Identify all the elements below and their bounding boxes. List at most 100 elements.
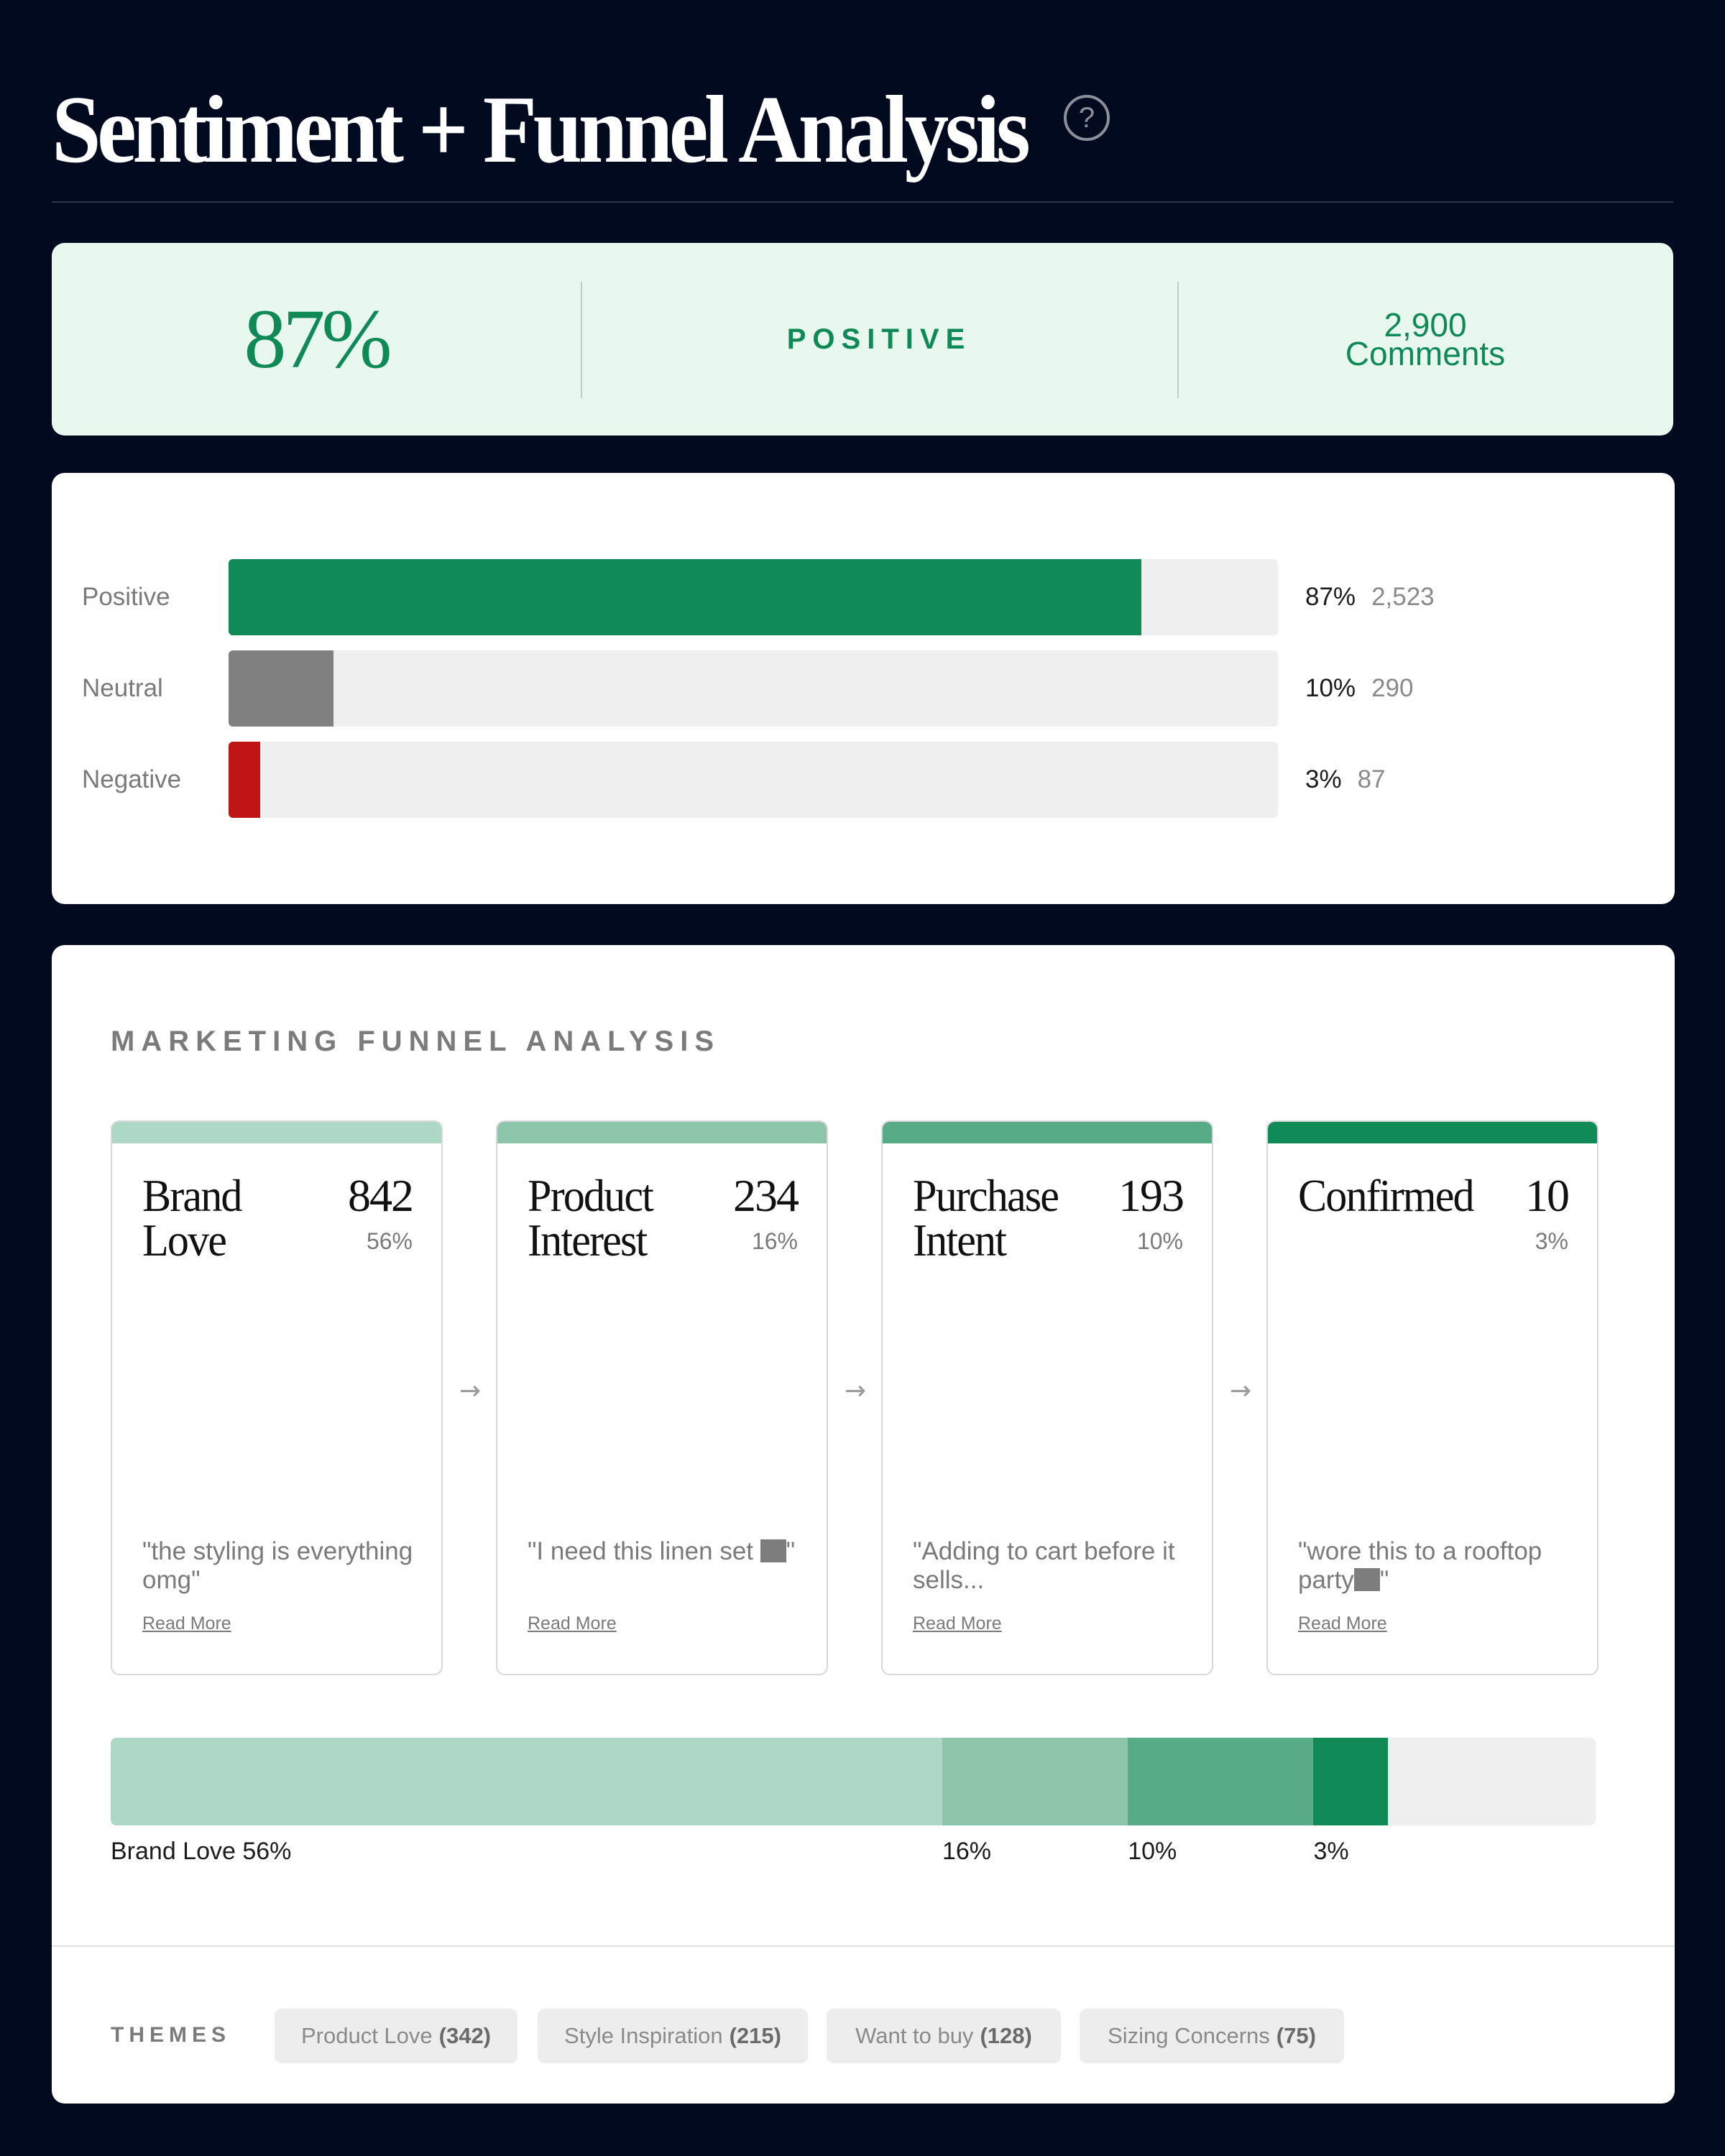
- sentiment-row-count: 2,523: [1371, 583, 1435, 611]
- funnel-segment-confirmed: [1313, 1738, 1388, 1825]
- stage-name: Purchase Intent: [913, 1173, 1059, 1266]
- title-divider: [52, 201, 1673, 203]
- funnel-segment-label: 3%: [1313, 1838, 1349, 1865]
- summary-divider: [1177, 282, 1179, 398]
- sentiment-row-value: 87% 2,523: [1305, 559, 1435, 635]
- theme-chip-count: (215): [729, 2023, 781, 2048]
- sentiment-row-neutral: Neutral 10% 290: [52, 650, 1675, 727]
- stage-quote: "wore this to a rooftop party ": [1298, 1537, 1578, 1595]
- stage-name-line: Product: [528, 1170, 654, 1221]
- stage-quote: "Adding to cart before it sells...: [913, 1537, 1193, 1595]
- stage-quote: "the styling is everything omg": [142, 1537, 423, 1595]
- funnel-segment-label: 10%: [1128, 1838, 1177, 1865]
- sentiment-row-percent: 3%: [1305, 765, 1342, 793]
- stage-name-line: Brand: [142, 1170, 243, 1221]
- stage-name-line: Intent: [913, 1215, 1007, 1266]
- sentiment-row-label: Negative: [82, 765, 182, 793]
- stage-name: Product Interest: [528, 1170, 654, 1266]
- funnel-stage-brand-love[interactable]: Brand Love 842 56% "the styling is every…: [111, 1120, 443, 1675]
- theme-chip-product-love[interactable]: Product Love (342): [275, 2009, 518, 2063]
- sentiment-bar-fill: [229, 559, 1142, 635]
- sentiment-row-count: 290: [1371, 674, 1414, 702]
- theme-chip-count: (342): [438, 2023, 492, 2048]
- sentiment-breakdown-card: Positive 87% 2,523 Neutral 10% 290 Negat…: [52, 473, 1675, 904]
- stage-percent: 10%: [1136, 1228, 1183, 1254]
- theme-chip-count: (128): [980, 2023, 1032, 2048]
- stage-quote-end: ": [1379, 1566, 1389, 1594]
- sentiment-row-negative: Negative 3% 87: [52, 742, 1675, 818]
- funnel-stacked-bar: [111, 1738, 1596, 1825]
- funnel-stage-purchase-intent[interactable]: Purchase Intent 193 10% "Adding to cart …: [881, 1120, 1213, 1675]
- sentiment-row-label: Neutral: [82, 674, 163, 702]
- summary-divider: [581, 282, 582, 398]
- sentiment-row-positive: Positive 87% 2,523: [52, 559, 1675, 635]
- read-more-link[interactable]: Read More: [913, 1613, 1002, 1634]
- marketing-funnel-card: MARKETING FUNNEL ANALYSIS Brand Love 842…: [52, 945, 1675, 2104]
- funnel-stage-confirmed[interactable]: Confirmed 10 3% "wore this to a rooftop …: [1266, 1120, 1598, 1675]
- comment-count-label: Comments: [1345, 335, 1506, 372]
- stage-color-strip: [1268, 1122, 1597, 1143]
- theme-chip-name: Sizing Concerns: [1108, 2023, 1270, 2048]
- sentiment-bar-fill: [229, 742, 260, 818]
- sentiment-bar-track: [229, 742, 1278, 818]
- funnel-segment-brand-love: [111, 1738, 942, 1825]
- stage-quote-text: "I need this linen set: [528, 1537, 760, 1565]
- stage-count: 10: [1525, 1170, 1570, 1221]
- theme-chip-want-to-buy[interactable]: Want to buy (128): [827, 2009, 1061, 2063]
- read-more-link[interactable]: Read More: [142, 1613, 231, 1634]
- funnel-segment-product-interest: [942, 1738, 1128, 1825]
- stage-count: 234: [733, 1170, 799, 1221]
- stage-quote-text: "wore this to a rooftop party: [1298, 1537, 1542, 1594]
- stage-percent: 16%: [751, 1228, 798, 1254]
- read-more-link[interactable]: Read More: [1298, 1613, 1387, 1634]
- sentiment-summary-card: 87% POSITIVE 2,900 Comments: [52, 243, 1673, 436]
- stage-color-strip: [883, 1122, 1212, 1143]
- emoji-placeholder-icon: [1353, 1568, 1380, 1591]
- arrow-right-icon: →: [1229, 1376, 1252, 1406]
- theme-chip-style-inspiration[interactable]: Style Inspiration (215): [538, 2009, 808, 2063]
- comment-count: 2,900 Comments: [1177, 243, 1673, 436]
- theme-chip-name: Style Inspiration: [564, 2023, 723, 2048]
- theme-chip-name: Want to buy: [855, 2023, 974, 2048]
- funnel-stage-product-interest[interactable]: Product Interest 234 16% "I need this li…: [496, 1120, 828, 1675]
- stage-quote-text: "Adding to cart before it sells...: [913, 1537, 1175, 1594]
- sentiment-bar-track: [229, 650, 1278, 727]
- stage-name-line: Love: [142, 1215, 227, 1266]
- sentiment-row-percent: 87%: [1305, 583, 1356, 611]
- stage-name-line: Confirmed: [1298, 1170, 1475, 1221]
- themes-title: THEMES: [111, 2023, 231, 2047]
- stage-quote-text: "the styling is everything omg": [142, 1537, 413, 1594]
- stage-color-strip: [497, 1122, 827, 1143]
- stage-name: Brand Love: [142, 1170, 243, 1266]
- stage-percent: 56%: [366, 1228, 413, 1254]
- sentiment-row-count: 87: [1357, 765, 1386, 793]
- stage-count: 193: [1118, 1170, 1184, 1221]
- sentiment-label: POSITIVE: [786, 323, 972, 355]
- funnel-title: MARKETING FUNNEL ANALYSIS: [111, 1026, 721, 1057]
- arrow-right-icon: →: [459, 1376, 482, 1406]
- stage-quote-end: ": [786, 1537, 796, 1565]
- question-circle-icon[interactable]: ?: [1064, 95, 1110, 141]
- stage-count: 842: [348, 1170, 414, 1221]
- stage-name-line: Interest: [528, 1215, 648, 1266]
- stage-quote: "I need this linen set ": [528, 1537, 808, 1566]
- stage-color-strip: [112, 1122, 441, 1143]
- sentiment-bar-track: [229, 559, 1278, 635]
- read-more-link[interactable]: Read More: [528, 1613, 617, 1634]
- header: Sentiment + Funnel Analysis: [52, 57, 1673, 201]
- themes-divider: [52, 1945, 1675, 1947]
- funnel-segment-label: 16%: [942, 1838, 992, 1865]
- sentiment-row-value: 3% 87: [1305, 742, 1386, 818]
- theme-chip-name: Product Love: [300, 2023, 433, 2048]
- funnel-segment-purchase-intent: [1128, 1738, 1314, 1825]
- sentiment-row-percent: 10%: [1305, 674, 1356, 702]
- positive-percent: 87%: [244, 292, 392, 386]
- arrow-right-icon: →: [844, 1376, 867, 1406]
- funnel-segment-label: Brand Love 56%: [111, 1838, 292, 1865]
- sentiment-row-label: Positive: [82, 583, 170, 611]
- emoji-placeholder-icon: [760, 1539, 786, 1562]
- stage-name: Confirmed: [1298, 1170, 1475, 1221]
- comment-count-value: 2,900: [1384, 306, 1467, 344]
- theme-chip-sizing-concerns[interactable]: Sizing Concerns (75): [1080, 2009, 1344, 2063]
- theme-chip-count: (75): [1276, 2023, 1316, 2048]
